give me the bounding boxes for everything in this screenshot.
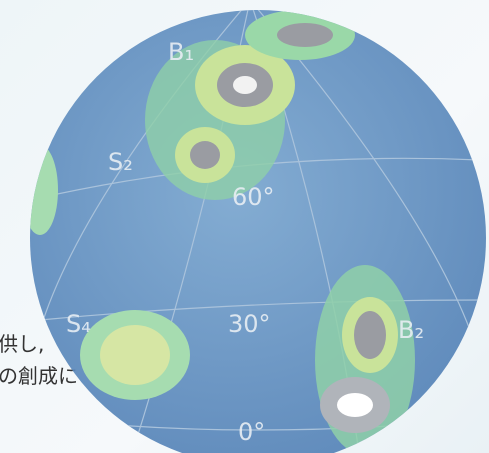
globe-label: 0° (238, 418, 265, 446)
contours (30, 10, 415, 453)
globe-label: S₂ (108, 148, 133, 176)
globe-label: S₄ (66, 310, 91, 338)
body-text: の創成に (0, 364, 78, 388)
globe-label: 60° (232, 183, 275, 211)
globe-label: 30° (228, 310, 271, 338)
globe-label: B₂ (398, 316, 424, 344)
body-text: 供し, (0, 332, 45, 356)
globe-label: B₁ (168, 38, 194, 66)
